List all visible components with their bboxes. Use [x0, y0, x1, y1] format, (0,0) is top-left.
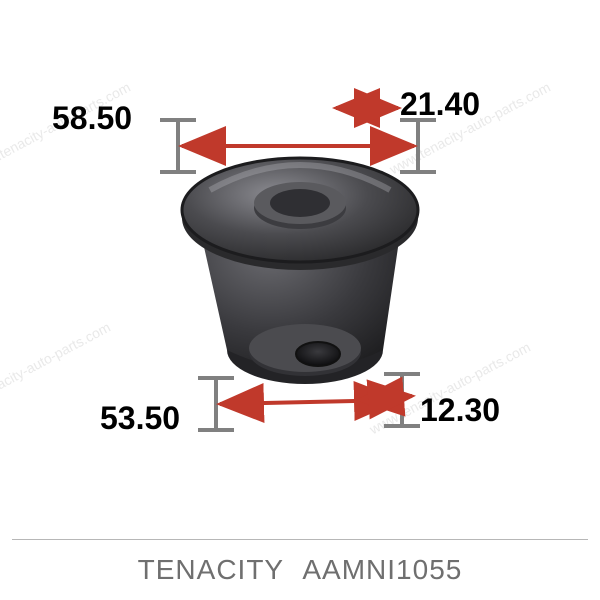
footer: TENACITY AAMNI1055 [0, 554, 600, 586]
diagram-stage: www.tenacity-auto-parts.com www.tenacity… [0, 0, 600, 600]
dim-inner-top-diameter: 21.40 [400, 86, 480, 123]
dim-outer-width-top: 58.50 [52, 100, 132, 137]
sku-label: AAMNI1055 [302, 554, 462, 585]
footer-divider [12, 539, 588, 540]
dim-outer-width-bottom: 53.50 [100, 400, 180, 437]
watermark: www.tenacity-auto-parts.com [0, 319, 113, 418]
brand-label: TENACITY [138, 554, 284, 585]
bushing-illustration [150, 120, 450, 420]
dim-bore-diameter: 12.30 [420, 392, 500, 429]
